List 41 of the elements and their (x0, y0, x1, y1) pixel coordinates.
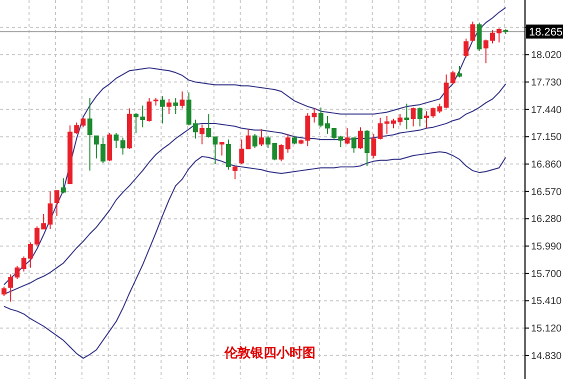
candlestick (87, 98, 92, 172)
candlestick (146, 98, 152, 122)
candlestick (219, 142, 224, 156)
y-tick-label: 15.120 (531, 324, 562, 335)
candlestick (351, 137, 356, 154)
y-tick-label: 15.990 (531, 242, 562, 253)
y-tick-label: 17.730 (531, 78, 562, 89)
candlestick (2, 286, 6, 297)
y-tick-label: 16.860 (531, 160, 562, 171)
y-tick-label: 16.570 (531, 186, 562, 198)
candlestick (410, 106, 416, 127)
y-tick-label: 18.020 (531, 50, 562, 62)
candlestick (457, 65, 462, 78)
candlestick (166, 98, 172, 115)
y-tick-label: 17.440 (531, 104, 562, 116)
candlestick (364, 130, 370, 166)
candlestick (232, 165, 238, 180)
candlestick (252, 133, 258, 149)
y-tick-label: 15.700 (531, 268, 562, 280)
candlestick (180, 90, 185, 109)
candlestick (344, 128, 350, 145)
y-tick-label: 15.410 (531, 296, 562, 308)
candlestick (417, 106, 422, 127)
candlestick (160, 96, 165, 124)
y-tick-label: 14.830 (531, 350, 562, 362)
candlestick (358, 126, 363, 150)
candlestick (114, 132, 119, 149)
candlestick (470, 21, 476, 42)
candlestick (54, 190, 60, 216)
candlestick (226, 139, 231, 170)
candlestick (173, 98, 178, 115)
ref-line-label: 18.265 (529, 26, 563, 39)
candlestick (404, 103, 410, 130)
candlestick (200, 124, 204, 145)
y-tick-label: 16.280 (531, 214, 562, 226)
candlestick (259, 128, 264, 147)
candlestick (60, 178, 66, 194)
text: 伦敦银四小时图 (224, 345, 316, 360)
candlestick (464, 38, 469, 58)
y-tick-label: 17.150 (531, 132, 562, 144)
candlestick (120, 137, 126, 156)
